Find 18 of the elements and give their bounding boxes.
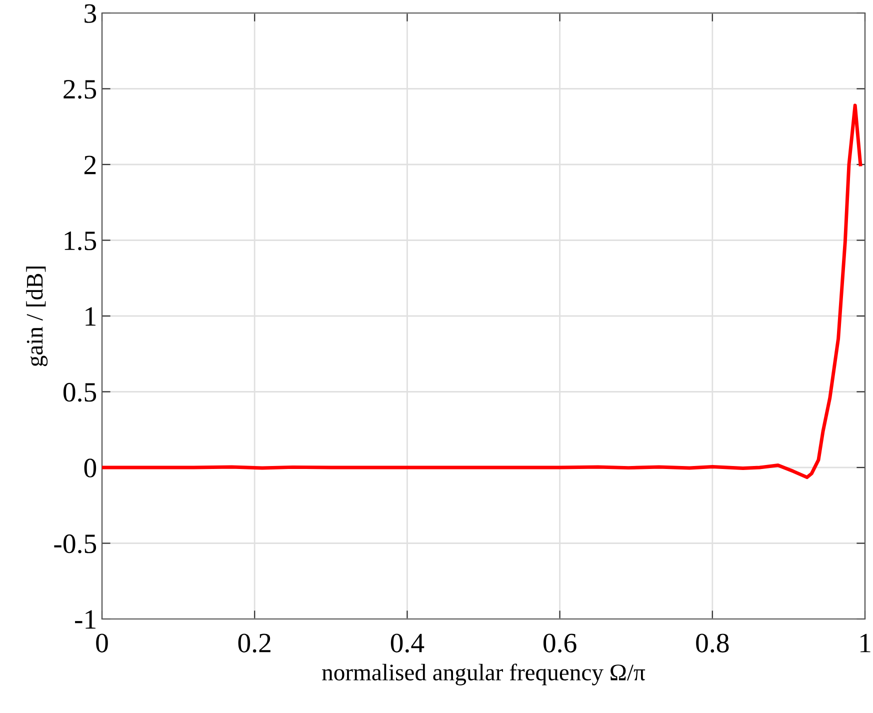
y-axis-title: gain / [dB]	[26, 266, 48, 366]
y-tick-label: 2.5	[64, 80, 96, 99]
y-tick-label: 2	[84, 156, 96, 174]
y-tick-label: -0.5	[54, 534, 96, 554]
y-tick-label: 0.5	[63, 382, 96, 402]
x-tick-label: 0	[96, 634, 108, 652]
x-tick-label: 1	[860, 634, 870, 652]
x-tick-label: 0.6	[544, 634, 576, 653]
x-tick-label: 0.8	[696, 634, 729, 653]
y-tick-label: 1.5	[64, 232, 96, 250]
x-axis-title: normalised angular frequency Ω/π	[322, 664, 646, 686]
x-tick-label: 0.4	[390, 634, 424, 653]
x-tick-label: 0.2	[238, 634, 270, 653]
y-tick-label: 1	[86, 307, 96, 326]
y-tick-label: 3	[84, 4, 96, 23]
line-series	[102, 104, 862, 480]
y-tick-label: -1	[75, 610, 96, 629]
y-tick-label: 0	[84, 458, 96, 478]
